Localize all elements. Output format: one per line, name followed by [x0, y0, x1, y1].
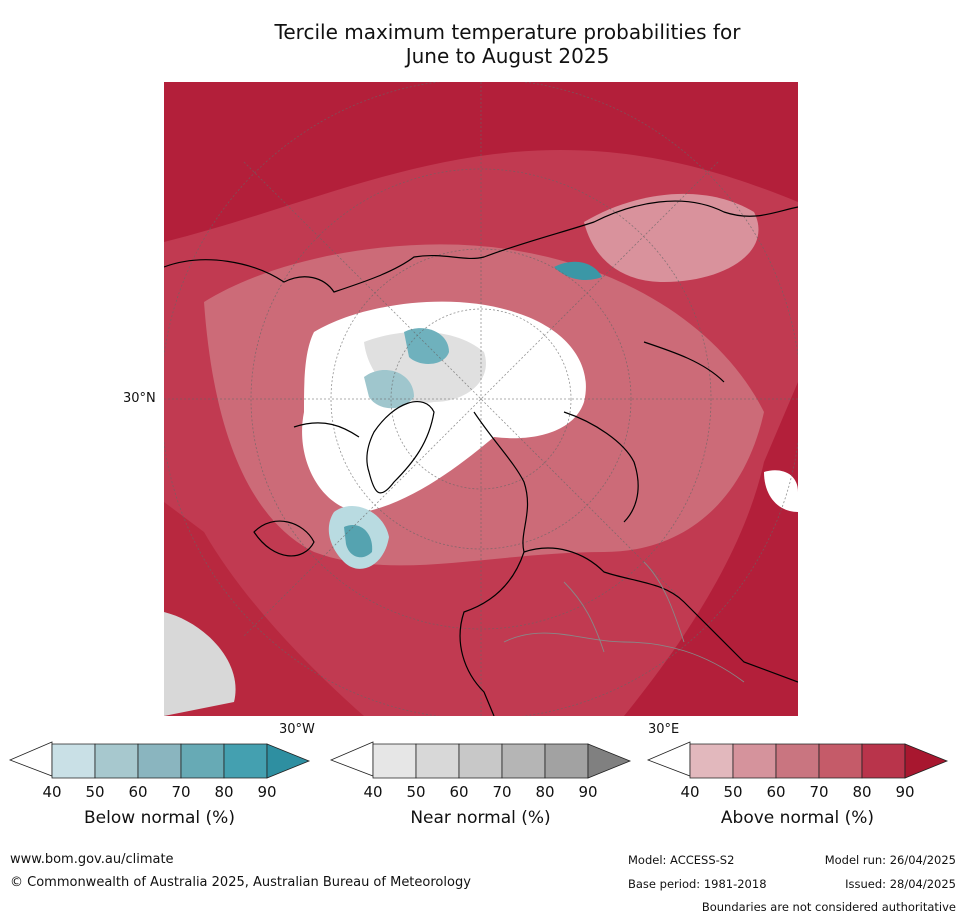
- model-name: Model: ACCESS-S2: [628, 853, 735, 867]
- colorbar-tick-label: 80: [214, 783, 234, 801]
- colorbar-segment: [180, 743, 225, 779]
- map-region-dark-north: [164, 82, 798, 242]
- colorbar-segment: [732, 743, 777, 779]
- colorbar-segment: [458, 743, 503, 779]
- map-region-atlantic-blue-core: [344, 524, 373, 558]
- map-title: Tercile maximum temperature probabilitie…: [160, 20, 855, 68]
- colorbar-extend-high: [266, 743, 311, 779]
- title-line-2: June to August 2025: [405, 44, 610, 68]
- colorbar-tick-label: 70: [492, 783, 512, 801]
- graticule: [164, 82, 798, 716]
- colorbar-tick-label: 70: [809, 783, 829, 801]
- colorbar-extend-low: [329, 741, 374, 777]
- colorbar-tick-label: 50: [723, 783, 743, 801]
- colorbar-tick-label: 70: [171, 783, 191, 801]
- colorbar-segment: [544, 743, 589, 779]
- map-region-arctic-blue: [404, 328, 449, 364]
- colorbar-segment: [501, 743, 546, 779]
- colorbar-tick-label: 90: [578, 783, 598, 801]
- colorbar-tick-label: 60: [766, 783, 786, 801]
- polar-map: [164, 82, 798, 716]
- colorbar-segment: [415, 743, 460, 779]
- colorbar-extend-low: [8, 741, 53, 777]
- colorbar-label-above: Above normal (%): [720, 808, 875, 828]
- colorbar-segment: [775, 743, 820, 779]
- latitude-label-30n: 30°N: [123, 391, 156, 406]
- colorbar-extend-high: [587, 743, 632, 779]
- colorbar-tick-label: 40: [42, 783, 62, 801]
- colorbar-tick-label: 50: [85, 783, 105, 801]
- colorbar-tick-label: 80: [535, 783, 555, 801]
- website-link[interactable]: www.bom.gov.au/climate: [10, 852, 174, 867]
- map-region-dark-east: [624, 382, 798, 716]
- longitude-label-30w: 30°W: [279, 722, 315, 737]
- colorbar-label-near: Near normal (%): [410, 808, 551, 828]
- issued-date: Issued: 28/04/2025: [845, 877, 956, 891]
- colorbar-tick-label: 80: [852, 783, 872, 801]
- colorbar-tick-label: 60: [128, 783, 148, 801]
- colorbar-segment: [372, 743, 417, 779]
- colorbar-tick-label: 50: [406, 783, 426, 801]
- title-line-1: Tercile maximum temperature probabilitie…: [274, 20, 741, 44]
- colorbar-segment: [94, 743, 139, 779]
- colorbar-segment: [689, 743, 734, 779]
- model-run-date: Model run: 26/04/2025: [824, 853, 956, 867]
- colorbar-segment: [861, 743, 906, 779]
- longitude-label-30e: 30°E: [648, 722, 680, 737]
- colorbar-tick-label: 40: [363, 783, 383, 801]
- map-region-pink-north: [584, 193, 759, 282]
- map-region-grey-corner: [164, 612, 236, 716]
- colorbar-tick-label: 40: [680, 783, 700, 801]
- colorbar-segment: [223, 743, 268, 779]
- borders: [503, 561, 745, 683]
- colorbar-segment: [137, 743, 182, 779]
- map-canvas: [164, 82, 798, 716]
- colorbar-near: [329, 741, 632, 779]
- colorbar-label-below: Below normal (%): [84, 808, 235, 828]
- colorbar-above: [646, 741, 949, 779]
- colorbar-extend-low: [646, 741, 691, 777]
- colorbar-segment: [51, 743, 96, 779]
- colorbar-tick-label: 60: [449, 783, 469, 801]
- boundary-disclaimer: Boundaries are not considered authoritat…: [701, 900, 956, 914]
- colorbars: [8, 741, 949, 779]
- colorbar-extend-high: [904, 743, 949, 779]
- colorbar-below: [8, 741, 311, 779]
- coastlines: [164, 200, 798, 716]
- colorbar-tick-label: 90: [895, 783, 915, 801]
- colorbar-segment: [818, 743, 863, 779]
- colorbar-tick-label: 90: [257, 783, 277, 801]
- copyright-notice: © Commonwealth of Australia 2025, Austra…: [10, 875, 471, 890]
- map-region-white-east: [764, 470, 798, 512]
- base-period: Base period: 1981-2018: [628, 877, 767, 891]
